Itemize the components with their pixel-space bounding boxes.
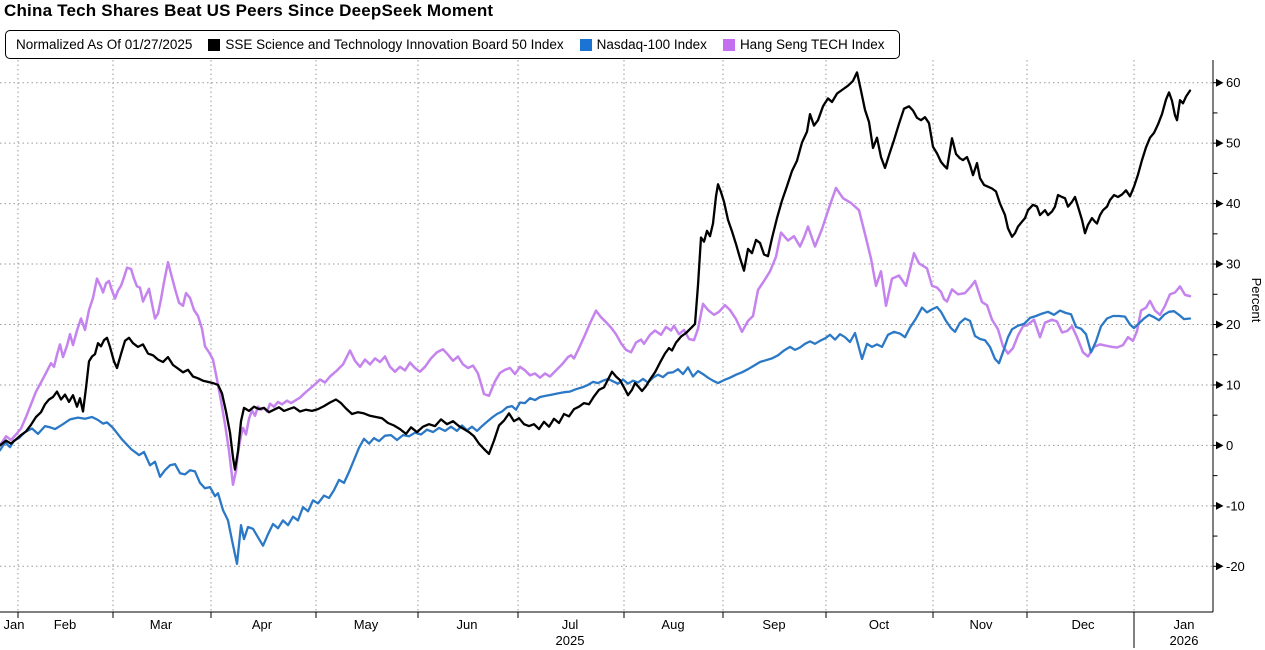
y-tick-label: 30 [1226, 257, 1240, 272]
legend-swatch-hang-seng-tech [722, 38, 735, 51]
month-label: Aug [661, 617, 684, 632]
month-label: Mar [150, 617, 173, 632]
year-label: 2025 [556, 633, 585, 648]
month-label: Jul [562, 617, 579, 632]
y-axis-title: Percent [1249, 278, 1264, 323]
y-tick-label: 40 [1226, 196, 1240, 211]
legend-item-hang-seng-tech: Hang Seng TECH Index [722, 37, 885, 52]
chart-title: China Tech Shares Beat US Peers Since De… [4, 1, 494, 20]
legend-label-nasdaq-100: Nasdaq-100 Index [596, 37, 707, 52]
month-label: Jun [457, 617, 478, 632]
y-tick-label: 50 [1226, 136, 1240, 151]
legend-label-sse-star-50: SSE Science and Technology Innovation Bo… [225, 37, 564, 52]
year-label: 2026 [1170, 633, 1199, 648]
legend-note: Normalized As Of 01/27/2025 [16, 37, 193, 52]
month-label: Feb [54, 617, 76, 632]
legend: Normalized As Of 01/27/2025 SSE Science … [5, 30, 900, 59]
y-tick-arrow-icon [1216, 380, 1224, 389]
y-tick-arrow-icon [1216, 139, 1224, 148]
y-tick-arrow-icon [1216, 562, 1224, 571]
legend-item-nasdaq-100: Nasdaq-100 Index [579, 37, 707, 52]
legend-item-sse-star-50: SSE Science and Technology Innovation Bo… [208, 37, 564, 52]
month-label: Dec [1071, 617, 1095, 632]
month-label: Jan [1174, 617, 1195, 632]
y-tick-arrow-icon [1216, 320, 1224, 329]
y-tick-arrow-icon [1216, 260, 1224, 269]
legend-swatch-nasdaq-100 [579, 38, 592, 51]
series-line-hang-seng-tech [0, 186, 1192, 486]
y-tick-label: 0 [1226, 438, 1233, 453]
y-tick-arrow-icon [1216, 199, 1224, 208]
y-tick-arrow-icon [1216, 441, 1224, 450]
legend-label-hang-seng-tech: Hang Seng TECH Index [739, 37, 885, 52]
y-tick-arrow-icon [1216, 78, 1224, 87]
y-tick-label: -20 [1226, 559, 1245, 574]
month-label: Jan [4, 617, 25, 632]
legend-swatch-sse-star-50 [208, 38, 221, 51]
y-tick-label: 20 [1226, 317, 1240, 332]
month-label: May [354, 617, 379, 632]
series-line-nasdaq-100 [0, 305, 1192, 566]
y-tick-label: -10 [1226, 498, 1245, 513]
month-label: Apr [252, 617, 273, 632]
series-line-sse-star-50 [0, 71, 1192, 471]
y-tick-arrow-icon [1216, 501, 1224, 510]
month-label: Sep [762, 617, 785, 632]
month-label: Nov [969, 617, 993, 632]
y-tick-label: 60 [1226, 75, 1240, 90]
y-tick-label: 10 [1226, 377, 1240, 392]
month-label: Oct [869, 617, 890, 632]
